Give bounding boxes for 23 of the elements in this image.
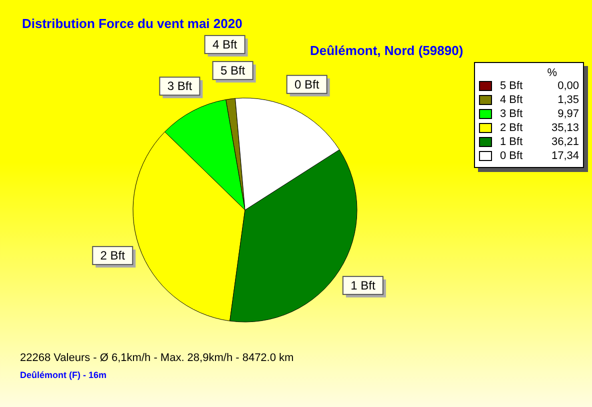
legend-label: 1 Bft bbox=[500, 136, 524, 148]
text: Deûlémont (F) - 16m bbox=[20, 370, 107, 380]
category-label: 5 Bft bbox=[220, 64, 246, 78]
slice-label: 3 Bft bbox=[167, 79, 193, 94]
slice-label: 0 Bft bbox=[294, 77, 320, 92]
data-label: 17,34 bbox=[550, 150, 579, 162]
chart-subtitle: Deûlémont, Nord (59890) bbox=[310, 43, 464, 58]
data-label: 1,35 bbox=[556, 94, 579, 106]
slice-label: 1 Bft bbox=[350, 278, 376, 292]
legend-label: 4 Bft bbox=[500, 94, 524, 106]
data-label: 36,21 bbox=[550, 136, 579, 148]
category-label: 4 Bft bbox=[212, 38, 238, 52]
data-label: 9,97 bbox=[556, 108, 579, 120]
text: 0,00 bbox=[558, 80, 579, 92]
legend-label: 2 Bft bbox=[500, 122, 524, 134]
legend-label: 5 Bft bbox=[500, 80, 524, 92]
slice-label: 2 Bft bbox=[100, 248, 126, 263]
text: 22268 Valeurs - Ø 6,1km/h - Max. 28,9km/h - 8472.0 km bbox=[20, 352, 294, 364]
legend-label: 3 Bft bbox=[500, 108, 524, 120]
legend-label: 0 Bft bbox=[500, 150, 524, 162]
chart-title: Distribution Force du vent mai 2020 bbox=[22, 16, 242, 31]
data-label: 35,13 bbox=[550, 122, 579, 134]
legend-title: % bbox=[546, 67, 558, 79]
